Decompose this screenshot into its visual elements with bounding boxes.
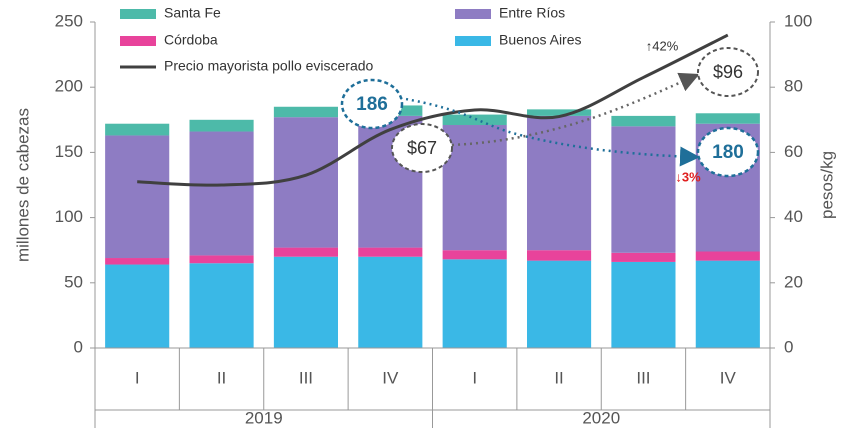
x-tick-label: I [472,368,477,387]
bar-segment [611,261,676,348]
bar-segment [611,115,676,127]
legend-swatch [120,36,156,46]
legend-swatch [120,9,156,19]
y-tick-label: 50 [64,272,83,291]
y2-tick-label: 20 [784,272,803,291]
bar-segment [527,115,592,251]
bar-segment [189,119,254,132]
bar-segment [695,260,760,348]
annotation: 186 [356,94,388,115]
bar-segment [105,135,170,259]
bar-segment [273,117,338,248]
annotation: $67 [407,138,437,158]
y2-tick-label: 40 [784,207,803,226]
bar-segment [442,259,507,348]
arrow [399,96,700,167]
x-tick-label: III [636,368,650,387]
bar-segment [105,264,170,348]
bar-segment [273,247,338,257]
x-tick-label: IV [382,368,399,387]
callout [391,123,453,173]
y2-tick-label: 100 [784,11,812,30]
y2-axis-title: pesos/kg [817,151,836,219]
x-tick-label: IV [720,368,737,387]
y2-tick-label: 60 [784,142,803,161]
bar-segment [442,114,507,126]
y-tick-label: 0 [74,337,83,356]
legend-swatch [455,36,491,46]
y-tick-label: 150 [55,142,83,161]
price-line [137,33,729,187]
legend-label: Buenos Aires [499,32,582,48]
legend-label: Entre Ríos [499,5,565,21]
legend-label: Santa Fe [164,5,221,21]
annotation: ↓3% [675,169,701,184]
callout [696,126,760,178]
bar-segment [527,250,592,261]
bar-segment [611,252,676,262]
bar-segment [611,126,676,253]
bar-segment [358,247,423,257]
x-tick-label: II [217,368,226,387]
bar-segment [527,260,592,348]
y-tick-label: 100 [55,207,83,226]
bar-segment [105,123,170,136]
callout [697,47,759,97]
year-label: 2020 [582,408,620,427]
callout [340,78,404,130]
bar-segment [442,250,507,260]
bar-segment [189,131,254,256]
y2-tick-label: 80 [784,77,803,96]
y-tick-label: 200 [55,77,83,96]
bar-segment [527,109,592,116]
arrow [451,72,700,147]
annotation: 180 [712,142,744,163]
bar-segment [105,258,170,265]
bar-segment [273,256,338,348]
annotation: $96 [713,62,743,82]
bar-segment [358,256,423,348]
bar-segment [189,255,254,264]
x-tick-label: III [299,368,313,387]
legend-label: Precio mayorista pollo eviscerado [164,58,374,74]
legend-swatch [455,9,491,19]
year-label: 2019 [245,408,283,427]
bar-segment [695,251,760,261]
y-tick-label: 250 [55,11,83,30]
bar-segment [273,106,338,118]
legend-label: Córdoba [164,32,218,48]
bar-segment [695,113,760,124]
x-tick-label: I [135,368,140,387]
y-axis-title: millones de cabezas [13,108,32,262]
y2-tick-label: 0 [784,337,793,356]
x-tick-label: II [554,368,563,387]
bar-segment [189,263,254,348]
annotation: ↑42% [646,38,679,53]
